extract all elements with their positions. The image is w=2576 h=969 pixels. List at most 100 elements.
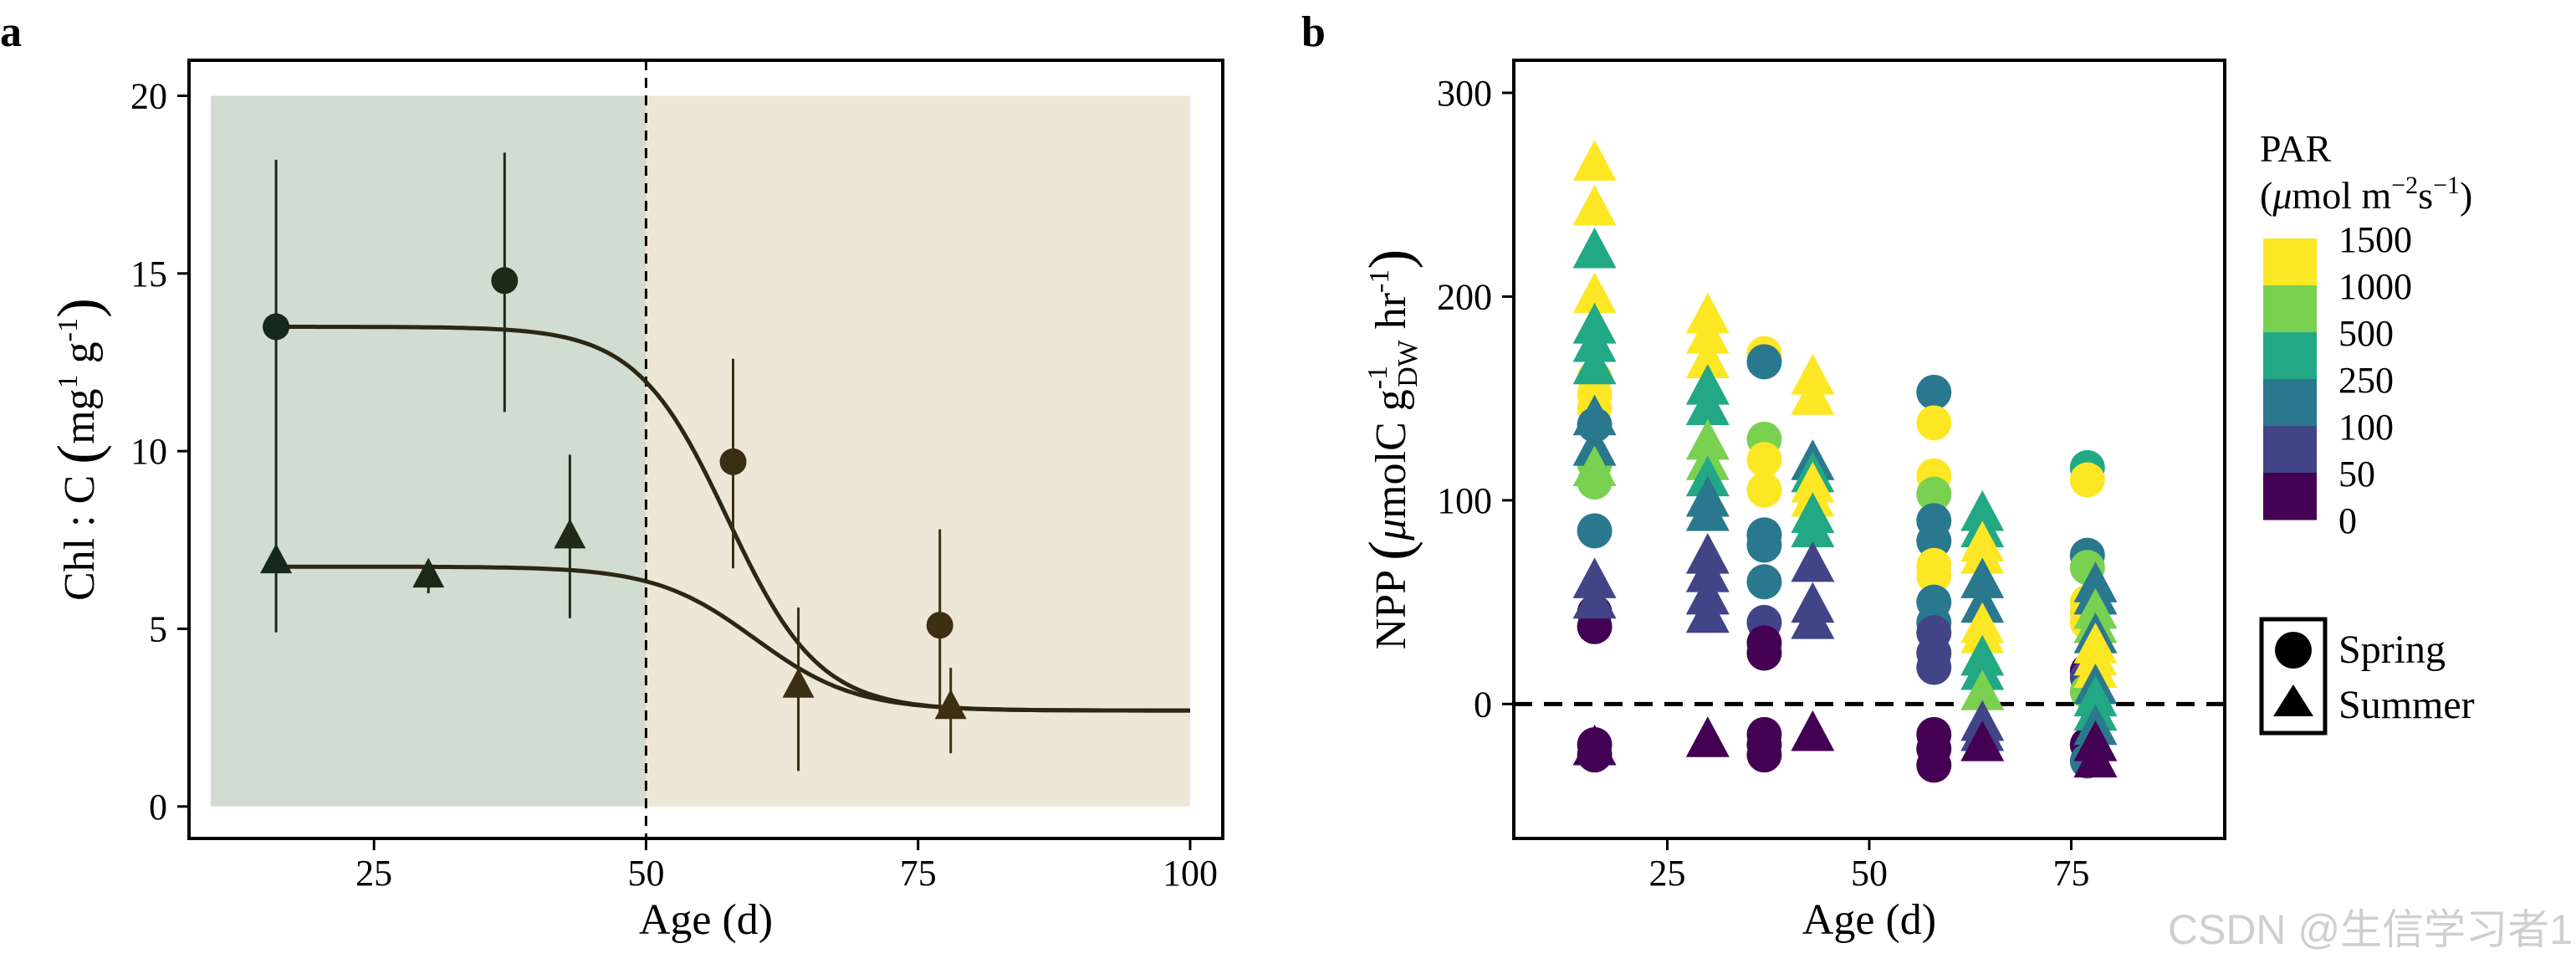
par-legend-paren-left: ( bbox=[2260, 174, 2272, 217]
x-tick-label: 75 bbox=[2052, 853, 2089, 894]
par-swatch bbox=[2263, 238, 2317, 286]
panel-b-label: b bbox=[1301, 8, 1326, 56]
panel-b-ylabel-exp1: -1 bbox=[1362, 366, 1393, 389]
panel-a-x-axis: 25 50 75 100 bbox=[355, 838, 1218, 894]
spring-npp-point bbox=[1916, 747, 1952, 783]
par-swatch bbox=[2263, 285, 2317, 333]
svg-text:Chl : C (mg1 g-1): Chl : C (mg1 g-1) bbox=[45, 298, 112, 601]
panel-b-ylabel-sub: DW bbox=[1393, 339, 1423, 387]
shape-legend-box bbox=[2259, 617, 2328, 736]
spring-npp-point bbox=[1916, 476, 1952, 512]
summer-npp-point bbox=[1960, 649, 2005, 690]
shape-legend: Spring Summer bbox=[2259, 617, 2475, 736]
x-tick-label: 25 bbox=[355, 853, 392, 894]
panel-a-ylabel-exp1: 1 bbox=[53, 374, 84, 388]
summer-npp-point bbox=[2073, 736, 2118, 778]
par-legend-level: 500 bbox=[2338, 313, 2394, 354]
panel-b-ylabel-paren-right: ) bbox=[1357, 249, 1423, 269]
y-tick-label: 100 bbox=[1437, 480, 1492, 521]
summer-npp-point bbox=[1572, 724, 1617, 766]
panel-a-ylabel-exp2: -1 bbox=[53, 318, 84, 341]
par-swatch bbox=[2263, 473, 2317, 520]
summer-point bbox=[412, 557, 445, 588]
summer-npp-point bbox=[1791, 506, 1835, 548]
x-tick-label: 100 bbox=[1163, 853, 1218, 894]
summer-npp-point bbox=[1572, 424, 1617, 466]
summer-npp-point bbox=[1685, 292, 1730, 334]
par-legend-exp1: −2 bbox=[2391, 172, 2418, 199]
panel-a-ylabel-paren-left: ( bbox=[45, 444, 112, 464]
spring-point bbox=[719, 448, 747, 475]
shape-legend-triangle-icon bbox=[2273, 684, 2313, 716]
x-tick-label: 75 bbox=[900, 853, 937, 894]
par-swatch bbox=[2263, 379, 2317, 427]
summer-npp-point bbox=[1685, 490, 1730, 531]
par-legend-s: s bbox=[2418, 174, 2433, 217]
panel-a-points bbox=[260, 267, 967, 720]
panel-b-ylabel-mu: μ bbox=[1367, 519, 1415, 541]
y-tick-label: 20 bbox=[130, 75, 167, 116]
shape-legend-circle-icon bbox=[2275, 632, 2312, 669]
y-tick-label: 0 bbox=[1474, 684, 1492, 725]
spring-npp-point bbox=[1746, 527, 1782, 563]
par-legend-mu: μ bbox=[2272, 174, 2292, 217]
panel-b-ylabel-main: NPP bbox=[1367, 561, 1415, 649]
summer-npp-point bbox=[1572, 272, 1617, 314]
summer-npp-point bbox=[1685, 418, 1730, 460]
panel-b-ylabel-paren-left: ( bbox=[1357, 541, 1423, 561]
spring-npp-point bbox=[1746, 635, 1782, 671]
spring-npp-point bbox=[2069, 462, 2105, 498]
spring-npp-point bbox=[1916, 374, 1952, 410]
spring-point bbox=[926, 612, 953, 639]
early-phase-region bbox=[211, 95, 647, 807]
par-legend-exp2: −1 bbox=[2433, 172, 2460, 199]
panel-b-ylabel-unit: molC g bbox=[1367, 389, 1415, 519]
panel-a-plot-frame bbox=[187, 59, 1224, 840]
panel-b-plot-frame bbox=[1512, 59, 2226, 840]
spring-npp-point bbox=[1916, 649, 1952, 685]
spring-npp-point bbox=[1746, 442, 1782, 478]
par-legend-level: 100 bbox=[2338, 407, 2394, 448]
summer-npp-point bbox=[1685, 337, 1730, 378]
summer-npp-point bbox=[1685, 313, 1730, 354]
y-tick-label: 300 bbox=[1437, 73, 1492, 114]
summer-npp-point bbox=[1572, 557, 1617, 598]
summer-point bbox=[934, 689, 967, 720]
spring-npp-point bbox=[1916, 523, 1952, 559]
panel-b-x-axis-label: Age (d) bbox=[1802, 896, 1936, 944]
y-tick-label: 10 bbox=[130, 431, 167, 472]
par-legend-paren-right: ) bbox=[2460, 174, 2472, 217]
summer-npp-point bbox=[1685, 455, 1730, 497]
summer-npp-point bbox=[1572, 184, 1617, 226]
panel-b-ylabel-unit2: hr bbox=[1367, 293, 1415, 340]
panel-a-ylabel-paren-right: ) bbox=[45, 298, 112, 318]
summer-npp-point bbox=[1572, 320, 1617, 362]
spring-npp-point bbox=[1746, 472, 1782, 508]
spring-npp-point bbox=[1746, 344, 1782, 380]
par-legend-level: 50 bbox=[2338, 454, 2375, 495]
spring-npp-point bbox=[1916, 557, 1952, 593]
par-swatch bbox=[2263, 426, 2317, 474]
summer-npp-point bbox=[1572, 343, 1617, 385]
watermark: CSDN @生信学习者1 bbox=[2168, 906, 2573, 953]
y-tick-label: 15 bbox=[130, 254, 167, 295]
y-tick-label: 0 bbox=[149, 787, 167, 828]
summer-npp-point bbox=[1791, 541, 1835, 582]
par-legend-mol: mol m bbox=[2292, 174, 2391, 217]
summer-npp-point bbox=[1685, 716, 1730, 757]
panel-b-y-axis: 0 100 200 300 bbox=[1437, 73, 1514, 725]
par-legend-units: (μmol m−2s−1) bbox=[2260, 172, 2472, 217]
y-tick-label: 200 bbox=[1437, 276, 1492, 317]
panel-a-ylabel-main: Chl : C bbox=[56, 464, 104, 601]
panel-b-points bbox=[1572, 140, 2118, 783]
summer-npp-point bbox=[1791, 597, 1835, 639]
summer-npp-point bbox=[1685, 551, 1730, 592]
par-legend-title: PAR bbox=[2260, 127, 2332, 170]
summer-npp-point bbox=[1572, 227, 1617, 269]
summer-point bbox=[782, 668, 815, 698]
summer-npp-point bbox=[1685, 384, 1730, 425]
summer-npp-point bbox=[1960, 720, 2005, 761]
x-tick-label: 50 bbox=[1851, 853, 1888, 894]
